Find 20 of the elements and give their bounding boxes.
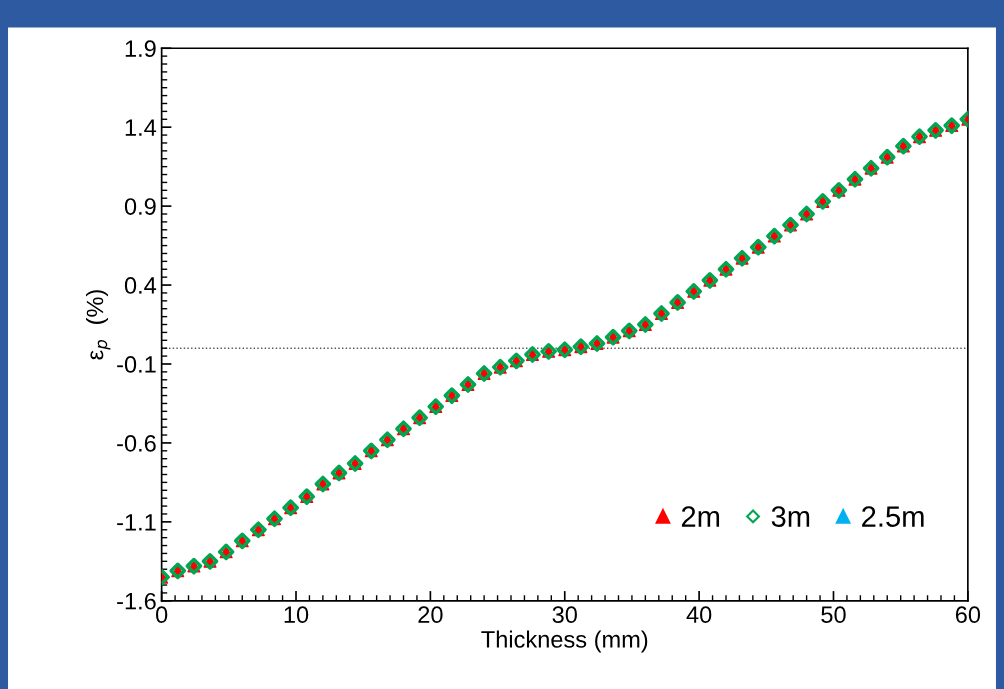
y-tick-label: 1.4 — [125, 119, 157, 136]
x-axis-title: Thickness (mm) — [481, 630, 648, 653]
y-axis-title: ε$_{p}$ (%) — [85, 290, 111, 360]
x-tick-label: 0 — [156, 606, 168, 624]
x-tick-label: 50 — [821, 606, 846, 624]
x-tick-label: 30 — [552, 606, 577, 624]
y-tick-label: -1.6 — [117, 592, 156, 610]
y-tick-label: -1.1 — [117, 514, 156, 531]
y-tick-label: 0.4 — [124, 277, 157, 294]
x-tick-label: 20 — [418, 606, 443, 624]
legend-label: 2m — [681, 506, 720, 527]
x-tick-label: 40 — [686, 606, 712, 624]
x-tick-label: 10 — [284, 606, 309, 624]
y-tick-label: -0.1 — [117, 356, 156, 373]
legend-label: 3m — [771, 506, 810, 527]
y-tick-label: -0.6 — [117, 435, 156, 452]
x-tick-label: 60 — [955, 606, 981, 624]
legend-label: 2.5m — [862, 506, 924, 527]
y-tick-label: 0.9 — [124, 198, 156, 215]
y-tick-label: 1.9 — [125, 40, 156, 58]
